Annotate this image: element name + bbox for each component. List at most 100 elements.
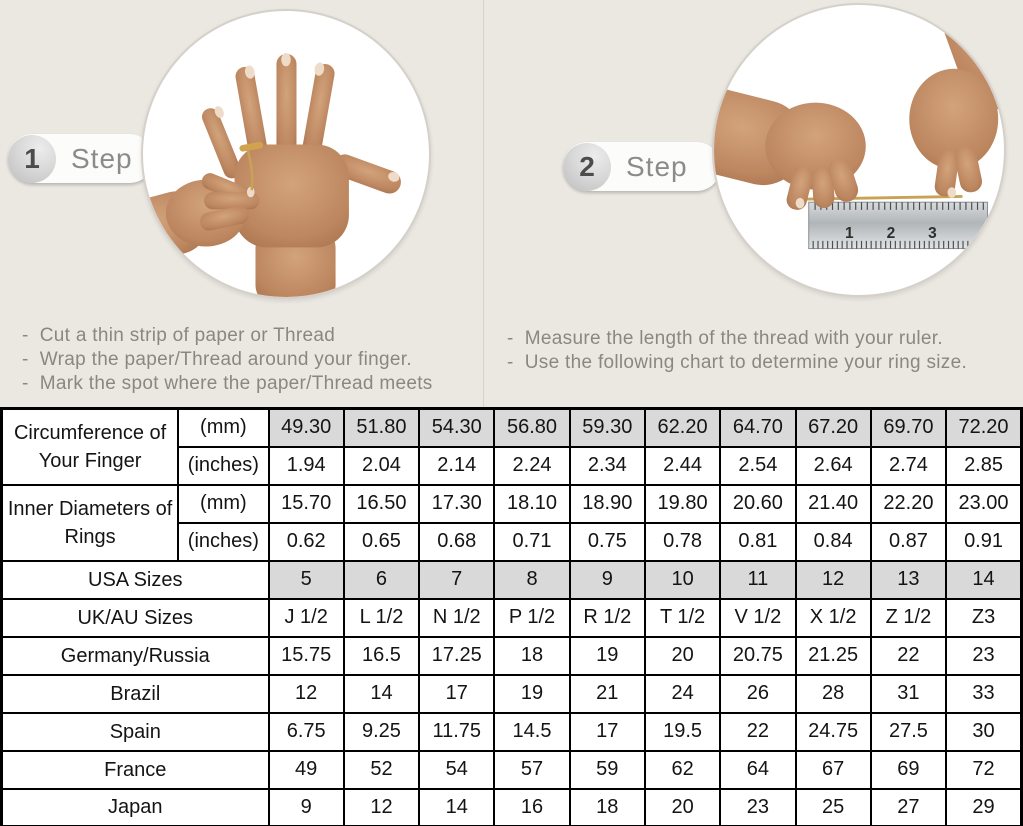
- size-value-cell: 14: [945, 559, 1023, 600]
- size-value-cell: 12: [267, 673, 345, 714]
- size-value-cell: 57: [493, 749, 571, 790]
- size-value-cell: Z3: [945, 597, 1023, 638]
- hand-with-thread-illustration: [143, 52, 401, 297]
- row-group-label: Inner Diameters of Rings: [0, 483, 180, 562]
- size-value-cell: 22: [719, 711, 797, 752]
- size-value-cell: 28: [794, 673, 872, 714]
- step1-instructions: - Cut a thin strip of paper or Thread - …: [22, 324, 433, 396]
- size-value-cell: 25: [794, 787, 872, 826]
- size-value-cell: 19: [493, 673, 571, 714]
- table-row: (inches) 0.62 0.65 0.68 0.71 0.75 0.78 0.81 0.84…: [2, 521, 1023, 562]
- size-value-cell: 2.74: [869, 445, 948, 486]
- size-value-cell: 21.40: [794, 483, 872, 524]
- ruler-number-2: 2: [887, 225, 896, 242]
- table-row: Brazil 12 14 17 19 21 24 26 28 31 33: [0, 673, 1023, 714]
- size-value-cell: 20.75: [719, 635, 797, 676]
- size-value-cell: 33: [945, 673, 1023, 714]
- size-value-cell: 18: [493, 635, 571, 676]
- ruler-number-1: 1: [845, 225, 854, 242]
- main-hand: [201, 52, 401, 297]
- size-value-cell: 2.64: [794, 445, 872, 486]
- size-value-cell: 64: [719, 749, 797, 790]
- size-value-cell: 10: [643, 559, 722, 600]
- table-row: UK/AU Sizes J 1/2 L 1/2 N 1/2 P 1/2 R 1/2 T 1/…: [0, 597, 1023, 638]
- size-value-cell: N 1/2: [418, 597, 496, 638]
- size-value-cell: 2.04: [342, 445, 421, 486]
- size-value-cell: 9: [267, 787, 345, 826]
- size-value-cell: 0.81: [719, 521, 797, 562]
- size-value-cell: 6.75: [267, 711, 345, 752]
- row-label: Brazil: [0, 673, 270, 714]
- pinching-hand: [143, 173, 260, 267]
- size-value-cell: 2.54: [719, 445, 797, 486]
- size-value-cell: 27.5: [869, 711, 948, 752]
- row-label: France: [0, 749, 270, 790]
- size-value-cell: 49: [267, 749, 345, 790]
- right-hand: [909, 5, 1004, 198]
- step2-instructions: - Measure the length of the thread with …: [507, 327, 967, 375]
- size-value-cell: 24.75: [794, 711, 872, 752]
- size-value-cell: 11.75: [418, 711, 496, 752]
- size-value-cell: 51.80: [342, 407, 421, 448]
- size-value-cell: 29: [945, 787, 1023, 826]
- size-value-cell: 0.91: [945, 521, 1023, 562]
- size-value-cell: 0.68: [418, 521, 496, 562]
- size-value-cell: 18.10: [493, 483, 571, 524]
- size-value-cell: 20: [643, 787, 722, 826]
- size-value-cell: 0.87: [869, 521, 948, 562]
- row-label: Spain: [0, 711, 270, 752]
- size-value-cell: 54.30: [418, 407, 496, 448]
- size-value-cell: 2.24: [493, 445, 571, 486]
- size-value-cell: 0.65: [342, 521, 421, 562]
- size-value-cell: 15.70: [267, 483, 345, 524]
- size-value-cell: 19.80: [643, 483, 722, 524]
- row-label: Japan: [0, 787, 270, 826]
- size-value-cell: Z 1/2: [869, 597, 948, 638]
- unit-label: (inches): [177, 521, 270, 562]
- size-value-cell: 14: [418, 787, 496, 826]
- table-row: Circumference of Your Finger (mm) 49.30 51.…: [0, 407, 1023, 486]
- size-value-cell: R 1/2: [568, 597, 646, 638]
- size-value-cell: 19.5: [643, 711, 722, 752]
- left-hand: [714, 88, 866, 210]
- ruler-number-3: 3: [928, 225, 937, 242]
- size-value-cell: 0.75: [568, 521, 646, 562]
- size-value-cell: 18: [568, 787, 646, 826]
- instructions-section: 1 Step: [0, 0, 1023, 407]
- size-value-cell: 17: [418, 673, 496, 714]
- size-value-cell: 14.5: [493, 711, 571, 752]
- table-row: Spain 6.75 9.25 11.75 14.5 17 19.5 22 24.75 27.5 3…: [0, 711, 1023, 752]
- ruler-illustration: 1 2 3: [808, 201, 989, 250]
- size-value-cell: 72.20: [945, 407, 1023, 448]
- size-value-cell: 62: [643, 749, 722, 790]
- row-label: USA Sizes: [0, 559, 270, 600]
- unit-label: (mm): [177, 407, 270, 448]
- size-value-cell: 12: [342, 787, 421, 826]
- size-value-cell: 17: [568, 711, 646, 752]
- size-value-cell: 0.71: [493, 521, 571, 562]
- size-value-cell: 18.90: [568, 483, 646, 524]
- size-value-cell: 69: [869, 749, 948, 790]
- size-value-cell: 30: [945, 711, 1023, 752]
- size-value-cell: 9: [568, 559, 646, 600]
- size-table-body: Circumference of Your Finger (mm) 49.30 51.…: [0, 407, 1023, 826]
- step1-number: 1: [8, 134, 56, 183]
- step1-photo: [141, 9, 431, 299]
- size-value-cell: 22.20: [869, 483, 948, 524]
- size-value-cell: 0.84: [794, 521, 872, 562]
- size-value-cell: 6: [342, 559, 421, 600]
- size-value-cell: 69.70: [869, 407, 948, 448]
- step1-label: Step: [71, 142, 133, 174]
- instruction-line: - Wrap the paper/Thread around your fing…: [22, 349, 412, 370]
- size-value-cell: 67: [794, 749, 872, 790]
- table-row: USA Sizes 5 6 7 8 9 10 11 12 13 14: [0, 559, 1023, 600]
- size-value-cell: 2.14: [418, 445, 496, 486]
- size-value-cell: 49.30: [267, 407, 345, 448]
- size-value-cell: 13: [869, 559, 948, 600]
- size-value-cell: 23.00: [945, 483, 1023, 524]
- table-row: France 49 52 54 57 59 62 64 67 69 72: [0, 749, 1023, 790]
- step2-badge: 2 Step: [563, 142, 721, 191]
- size-value-cell: 23: [945, 635, 1023, 676]
- size-value-cell: 1.94: [267, 445, 345, 486]
